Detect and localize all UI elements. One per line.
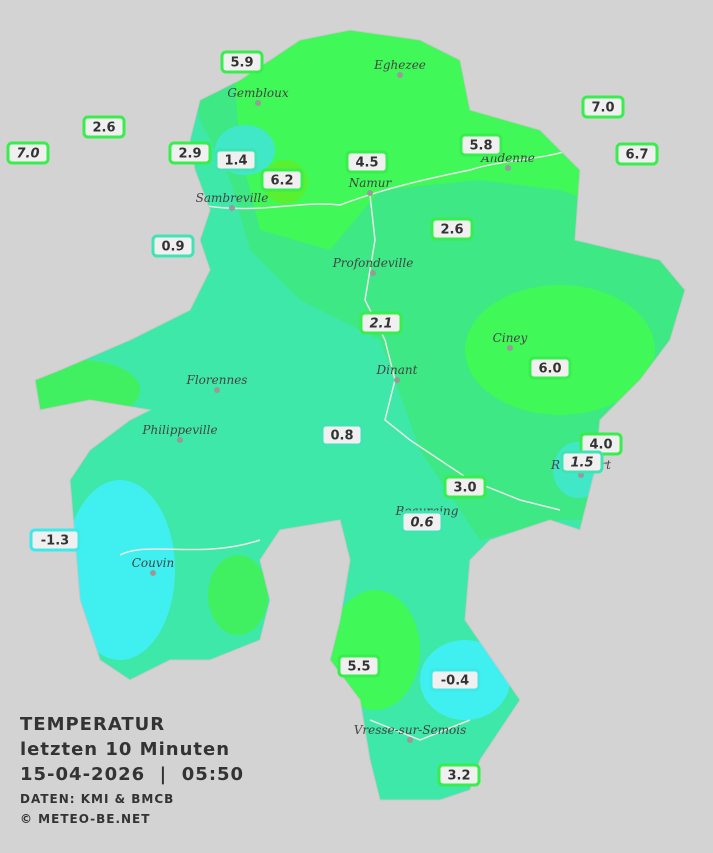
station-box: [429, 668, 481, 692]
station-value: 7.0: [591, 101, 614, 116]
station-value: 7.0: [16, 147, 39, 162]
stations: 5.9 2.6 7.0 2.9 1.4 6.2 4.5 5.8 7.0 6.7 0.9 2.6 2.1 6…: [6, 50, 659, 787]
station-box: [337, 654, 381, 678]
station-box: [168, 141, 212, 165]
station-box: [220, 50, 264, 74]
station-value: 6.0: [538, 362, 561, 377]
city-label: Dinant: [376, 363, 418, 377]
station-value: 1.4: [224, 154, 247, 169]
station-value: 6.2: [270, 174, 293, 189]
legend-copyright: © METEO-BE.NET: [20, 812, 150, 826]
station-box: [29, 528, 81, 552]
station-value: 0.6: [410, 516, 433, 531]
city-dot: [507, 345, 513, 351]
station-value: 4.0: [589, 438, 612, 453]
legend-datetime: 15-04-2026 | 05:50: [20, 764, 244, 785]
station-box: [581, 95, 625, 119]
city-label: Eghezee: [373, 58, 426, 72]
station-box: [320, 423, 364, 447]
city-label: Profondeville: [332, 256, 414, 270]
station-value: 2.6: [440, 223, 463, 238]
station-box: [260, 168, 304, 192]
station-value: 0.8: [330, 429, 353, 444]
city-dot: [394, 377, 400, 383]
station-value: 2.1: [369, 317, 392, 332]
station-box: [151, 234, 195, 258]
station-box: [400, 510, 444, 534]
city-dot: [229, 205, 235, 211]
station-box: [214, 148, 258, 172]
station-box: [437, 763, 481, 787]
city-label: Sambreville: [196, 191, 269, 205]
city-dot: [255, 100, 261, 106]
station-value: 1.5: [570, 456, 593, 471]
station-value: -1.3: [41, 534, 69, 549]
city-dot: [150, 570, 156, 576]
legend-source: DATEN: KMI & BMCB: [20, 792, 174, 806]
city-label: Florennes: [186, 373, 248, 387]
city-dot: [177, 437, 183, 443]
city-dot: [407, 737, 413, 743]
station-value: 3.0: [453, 481, 476, 496]
city-label: Philippeville: [141, 423, 217, 437]
city-label: Namur: [348, 176, 393, 190]
station-box: [443, 475, 487, 499]
legend-subtitle: letzten 10 Minuten: [20, 739, 230, 760]
station-value: 0.9: [161, 240, 184, 255]
station-value: 3.2: [447, 769, 470, 784]
station-value: 6.7: [625, 148, 648, 163]
station-value: 4.5: [355, 156, 378, 171]
station-value: 2.9: [178, 147, 201, 162]
station-value: -0.4: [441, 674, 469, 689]
station-box: [359, 311, 403, 335]
city-dot: [370, 270, 376, 276]
city-label: Ciney: [493, 331, 528, 345]
station-box: [615, 142, 659, 166]
station-box: [560, 450, 604, 474]
city-dot: [214, 387, 220, 393]
station-box: [6, 141, 50, 165]
legend-title: TEMPERATUR: [20, 714, 165, 735]
station-value: 5.8: [469, 139, 492, 154]
city-label: Vresse-sur-Semois: [354, 723, 467, 737]
station-box: [82, 115, 126, 139]
station-box: [345, 150, 389, 174]
city-label: Couvin: [132, 556, 174, 570]
city-dot: [367, 190, 373, 196]
city-label: Gembloux: [227, 86, 289, 100]
station-value: 2.6: [92, 121, 115, 136]
station-box: [528, 356, 572, 380]
cities: EghezeeGemblouxAndenneNamurSambrevillePr…: [132, 58, 611, 743]
station-value: 5.9: [230, 56, 253, 71]
station-box: [430, 217, 474, 241]
station-value: 5.5: [347, 660, 370, 675]
city-dot: [397, 72, 403, 78]
city-dot: [505, 165, 511, 171]
station-box: [459, 133, 503, 157]
